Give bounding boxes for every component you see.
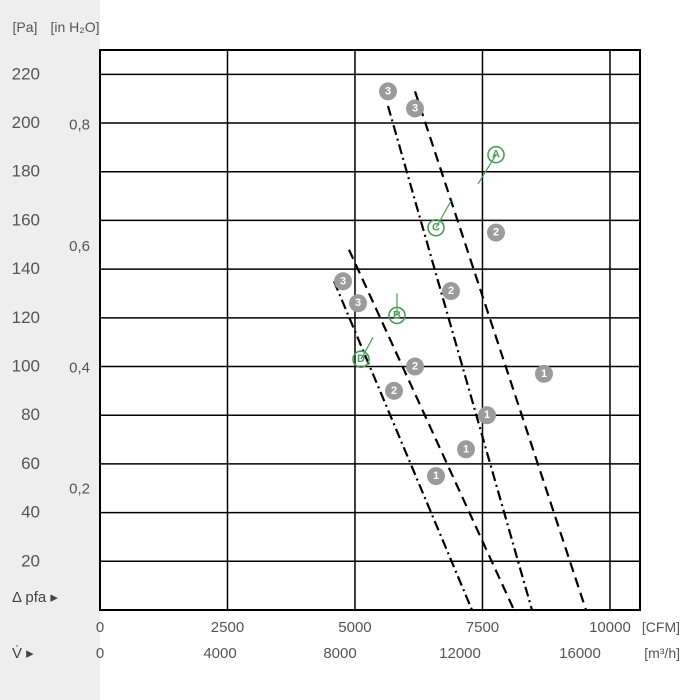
data-point-label: 1 <box>484 409 490 421</box>
data-point-label: 2 <box>412 361 418 373</box>
y-tick-pa: 100 <box>12 357 40 376</box>
x-tick-m3h: 12000 <box>439 645 481 662</box>
data-point-label: 1 <box>433 470 439 482</box>
y-tick-inh2o: 0,2 <box>69 481 90 498</box>
x-tick-m3h: 4000 <box>203 645 236 662</box>
data-point-label: 2 <box>391 385 397 397</box>
y-tick-pa: 160 <box>12 210 40 229</box>
y-tick-pa: 140 <box>12 259 40 278</box>
y-tick-pa: 120 <box>12 308 40 327</box>
x-tick-cfm: 10000 <box>589 619 631 636</box>
data-point-label: 2 <box>493 227 499 239</box>
y-tick-inh2o: 0,8 <box>69 117 90 134</box>
unit-pa: [Pa] <box>13 19 38 35</box>
y-tick-inh2o: 0,6 <box>69 238 90 255</box>
unit-inh2o: [in H₂O] <box>51 19 100 35</box>
curve-label-D: D <box>357 353 365 365</box>
unit-cfm: [CFM] <box>642 619 680 635</box>
y-tick-pa: 200 <box>12 113 40 132</box>
y-tick-pa: 180 <box>12 162 40 181</box>
x-tick-m3h: 16000 <box>559 645 601 662</box>
y-tick-pa: 40 <box>21 503 40 522</box>
data-point-label: 3 <box>340 275 346 287</box>
data-point-label: 3 <box>412 102 418 114</box>
x-tick-cfm: 2500 <box>211 619 244 636</box>
x-tick-m3h: 0 <box>96 645 104 662</box>
unit-m3h: [m³/h] <box>644 645 680 661</box>
y-tick-pa: 20 <box>21 551 40 570</box>
data-point-label: 3 <box>385 85 391 97</box>
y-tick-inh2o: 0,4 <box>69 359 90 376</box>
performance-chart: 332332221111ACBD204060801001201401601802… <box>0 0 700 700</box>
x-tick-cfm: 7500 <box>466 619 499 636</box>
curve-label-C: C <box>432 222 440 234</box>
x-tick-cfm: 5000 <box>338 619 371 636</box>
data-point-label: 2 <box>448 285 454 297</box>
y-tick-pa: 220 <box>12 64 40 83</box>
x-tick-m3h: 8000 <box>323 645 356 662</box>
x-axis-symbol: V̇ ▸ <box>12 645 34 662</box>
data-point-label: 1 <box>463 443 469 455</box>
y-tick-pa: 80 <box>21 405 40 424</box>
curve-label-B: B <box>393 309 401 321</box>
y-axis-symbol: Δ pfa ▸ <box>12 589 58 606</box>
y-tick-pa: 60 <box>21 454 40 473</box>
x-tick-cfm: 0 <box>96 619 104 636</box>
curve-label-A: A <box>492 149 500 161</box>
data-point-label: 3 <box>355 297 361 309</box>
data-point-label: 1 <box>541 368 547 380</box>
